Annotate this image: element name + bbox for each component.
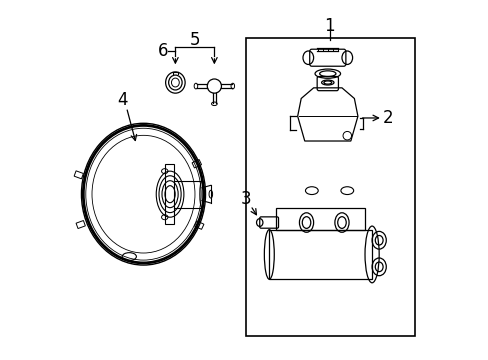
Text: 5: 5 (189, 31, 200, 49)
Text: 1: 1 (324, 17, 334, 35)
Bar (74, 171, 83, 179)
Bar (192, 159, 201, 168)
Text: 3: 3 (241, 190, 251, 208)
Bar (76, 221, 85, 229)
Bar (194, 221, 203, 229)
Text: 6: 6 (158, 42, 168, 60)
Text: 4: 4 (117, 91, 127, 109)
Text: 2: 2 (382, 109, 392, 127)
Bar (246, 38, 414, 336)
